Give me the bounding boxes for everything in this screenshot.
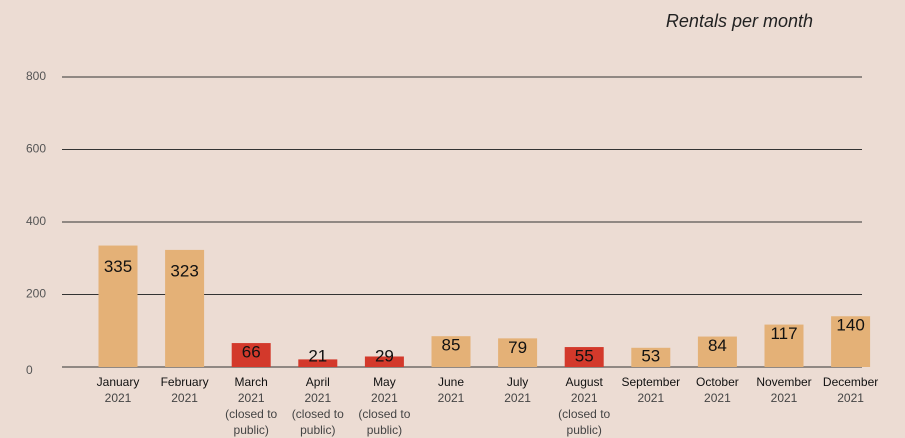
x-tick-note: (closed to <box>225 407 277 421</box>
x-tick-sublabel: 2021 <box>637 391 664 405</box>
bar <box>831 316 871 367</box>
x-tick-label: September <box>621 375 680 389</box>
x-tick-note: public) <box>367 423 402 437</box>
x-tick-label: February <box>161 375 209 389</box>
x-tick-sublabel: 2021 <box>171 391 198 405</box>
bar <box>165 249 205 367</box>
x-tick-sublabel: 2021 <box>771 391 798 405</box>
y-tick-label: 400 <box>26 214 46 228</box>
value-label: 117 <box>770 324 797 343</box>
x-tick-note: public) <box>567 423 602 437</box>
chart-title: Rentals per month <box>666 11 813 31</box>
value-label: 140 <box>836 316 864 335</box>
bar <box>697 336 737 367</box>
value-label: 66 <box>242 343 261 362</box>
x-tick-sublabel: 2021 <box>105 391 132 405</box>
bar <box>431 336 471 367</box>
value-label: 85 <box>442 336 461 355</box>
y-tick-label: 800 <box>26 69 46 83</box>
x-tick-note: (closed to <box>558 407 610 421</box>
value-label: 29 <box>375 346 394 365</box>
x-tick-sublabel: 2021 <box>837 391 864 405</box>
bar <box>564 347 604 367</box>
value-label: 21 <box>308 346 327 365</box>
bar <box>764 324 804 367</box>
bar <box>298 359 338 367</box>
value-label: 323 <box>170 261 198 280</box>
x-tick-sublabel: 2021 <box>704 391 731 405</box>
y-tick-label: 200 <box>26 287 46 301</box>
x-tick-sublabel: 2021 <box>438 391 465 405</box>
bar <box>364 356 404 367</box>
x-tick-label: June <box>438 375 464 389</box>
bar <box>231 343 271 367</box>
x-tick-sublabel: 2021 <box>504 391 531 405</box>
y-tick-label: 600 <box>26 142 46 156</box>
x-tick-sublabel: 2021 <box>238 391 265 405</box>
x-tick-note: public) <box>300 423 335 437</box>
value-label: 335 <box>104 257 132 276</box>
value-label: 53 <box>641 346 660 365</box>
x-tick-note: (closed to <box>358 407 410 421</box>
x-tick-label: August <box>566 375 604 389</box>
x-tick-label: December <box>823 375 878 389</box>
x-tick-label: May <box>373 375 396 389</box>
x-tick-sublabel: 2021 <box>371 391 398 405</box>
value-label: 55 <box>575 346 594 365</box>
value-label: 84 <box>708 336 727 355</box>
x-tick-note: (closed to <box>292 407 344 421</box>
value-label: 79 <box>508 338 527 357</box>
x-tick-note: public) <box>234 423 269 437</box>
x-tick-label: March <box>235 375 268 389</box>
x-tick-sublabel: 2021 <box>304 391 331 405</box>
x-tick-sublabel: 2021 <box>571 391 598 405</box>
bar <box>631 347 671 367</box>
x-tick-label: January <box>97 375 140 389</box>
x-tick-label: November <box>756 375 811 389</box>
x-tick-label: April <box>306 375 330 389</box>
y-tick-label: 0 <box>26 363 33 377</box>
bar <box>98 245 138 367</box>
bar <box>498 338 538 367</box>
x-tick-label: October <box>696 375 739 389</box>
x-tick-label: July <box>507 375 528 389</box>
